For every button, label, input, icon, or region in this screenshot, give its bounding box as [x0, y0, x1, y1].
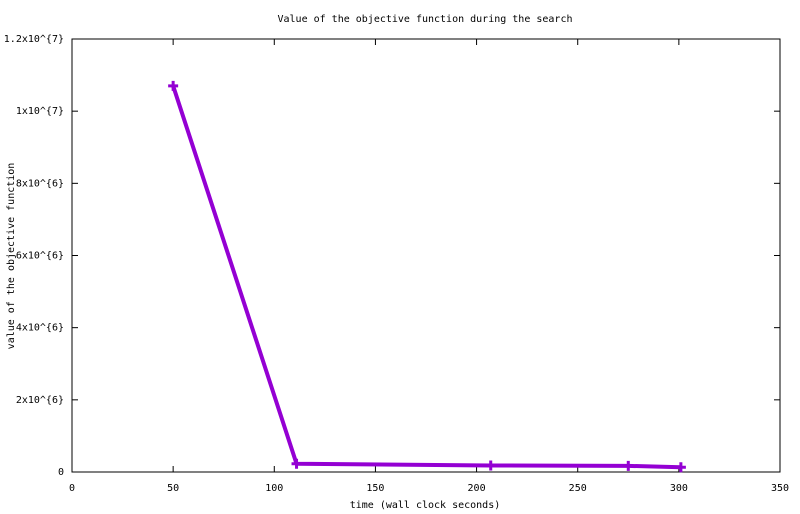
x-tick-label: 200: [468, 483, 486, 494]
x-tick-label: 350: [771, 483, 789, 494]
point-marker: [291, 458, 302, 469]
chart-title: Value of the objective function during t…: [277, 14, 572, 25]
y-tick-label: 0: [58, 467, 64, 478]
x-tick-label: 50: [167, 483, 179, 494]
y-tick-label: 2x10^{6}: [16, 395, 64, 406]
y-tick-label: 8x10^{6}: [16, 178, 64, 189]
y-tick-label: 1.2x10^{7}: [4, 34, 64, 45]
x-tick-label: 300: [670, 483, 688, 494]
point-marker: [168, 80, 179, 91]
y-tick-label: 6x10^{6}: [16, 251, 64, 262]
x-tick-label: 250: [569, 483, 587, 494]
x-tick-label: 150: [366, 483, 384, 494]
x-axis-label: time (wall clock seconds): [350, 500, 501, 511]
point-marker: [675, 462, 686, 473]
y-axis-label: value of the objective function: [6, 163, 17, 350]
point-marker: [623, 460, 634, 471]
y-tick-label: 4x10^{6}: [16, 323, 64, 334]
series-line: [171, 85, 681, 470]
point-marker: [485, 460, 496, 471]
x-tick-label: 0: [69, 483, 75, 494]
x-tick-label: 100: [265, 483, 283, 494]
y-tick-label: 1x10^{7}: [16, 106, 64, 117]
